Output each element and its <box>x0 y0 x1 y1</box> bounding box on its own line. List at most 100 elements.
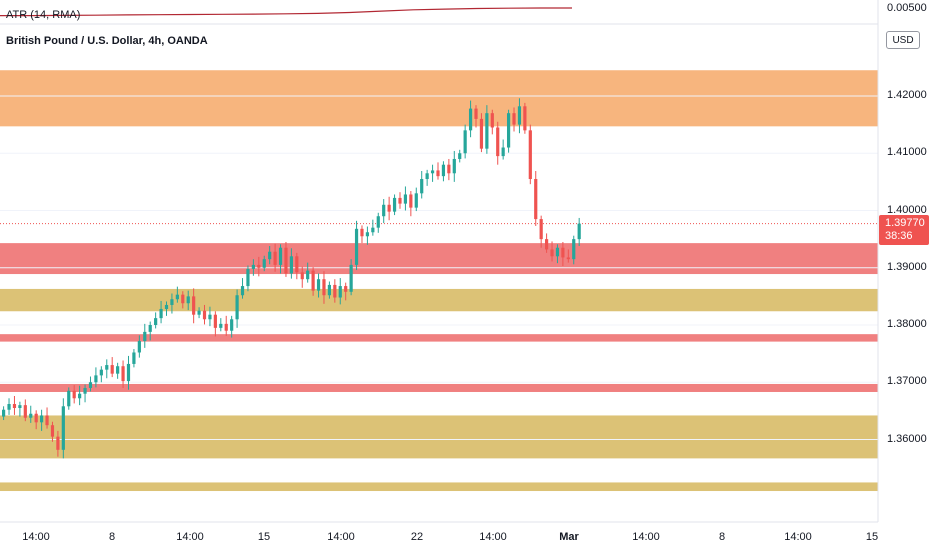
candle[interactable] <box>105 359 109 379</box>
candle[interactable] <box>441 161 446 182</box>
candle[interactable] <box>360 225 364 244</box>
candle[interactable] <box>34 410 38 430</box>
candle[interactable] <box>230 315 234 338</box>
atr-indicator-label[interactable]: ATR (14, RMA) <box>6 9 81 21</box>
tan-zone[interactable] <box>0 415 878 459</box>
candle[interactable] <box>289 248 293 279</box>
candle[interactable] <box>403 186 408 211</box>
candle[interactable] <box>208 306 212 327</box>
candle[interactable] <box>192 288 196 324</box>
candle[interactable] <box>436 162 440 180</box>
candle[interactable] <box>452 150 456 182</box>
candle[interactable] <box>56 430 60 457</box>
candle[interactable] <box>83 384 87 403</box>
candle[interactable] <box>387 196 391 221</box>
candle[interactable] <box>132 349 136 368</box>
candle[interactable] <box>284 241 288 277</box>
candle[interactable] <box>257 256 261 277</box>
candle[interactable] <box>485 105 489 154</box>
candle[interactable] <box>501 139 505 160</box>
red-zone[interactable] <box>0 383 878 392</box>
candle[interactable] <box>425 169 429 186</box>
candle[interactable] <box>333 279 337 303</box>
candle[interactable] <box>295 252 299 280</box>
candle[interactable] <box>354 220 359 271</box>
candle[interactable] <box>170 293 174 314</box>
symbol-label[interactable]: British Pound / U.S. Dollar, 4h, OANDA <box>6 35 208 47</box>
candle[interactable] <box>306 262 310 283</box>
candle[interactable] <box>2 406 6 421</box>
candle[interactable] <box>550 241 554 262</box>
candle[interactable] <box>7 398 11 415</box>
candle[interactable] <box>262 255 266 272</box>
candle[interactable] <box>278 244 283 274</box>
candle[interactable] <box>316 273 321 298</box>
candle[interactable] <box>300 266 304 288</box>
candle[interactable] <box>577 217 581 246</box>
candle[interactable] <box>572 235 576 265</box>
candle[interactable] <box>213 311 217 337</box>
candle[interactable] <box>50 421 55 442</box>
candle[interactable] <box>197 307 201 319</box>
candle[interactable] <box>12 395 17 415</box>
candle[interactable] <box>72 385 76 404</box>
candle[interactable] <box>512 107 516 132</box>
candle[interactable] <box>327 281 331 299</box>
candle[interactable] <box>382 199 386 224</box>
candle[interactable] <box>110 357 114 378</box>
candle[interactable] <box>528 124 532 185</box>
candle[interactable] <box>545 233 549 253</box>
candle[interactable] <box>67 387 71 410</box>
currency-button[interactable]: USD <box>886 31 920 49</box>
candle[interactable] <box>474 105 478 128</box>
candle[interactable] <box>523 102 527 134</box>
candle[interactable] <box>88 376 93 392</box>
candle[interactable] <box>181 291 185 309</box>
candle[interactable] <box>506 109 511 153</box>
candle[interactable] <box>539 215 543 248</box>
candle[interactable] <box>561 241 565 267</box>
candle[interactable] <box>420 170 424 199</box>
candle[interactable] <box>458 149 462 163</box>
candle[interactable] <box>392 194 397 216</box>
candle[interactable] <box>479 113 484 153</box>
candle[interactable] <box>376 212 380 233</box>
candle[interactable] <box>534 170 538 226</box>
candle[interactable] <box>322 271 326 304</box>
candle[interactable] <box>430 164 435 182</box>
candle[interactable] <box>61 398 65 459</box>
candle[interactable] <box>99 366 103 383</box>
red-zone[interactable] <box>0 334 878 342</box>
candle[interactable] <box>555 244 560 264</box>
candle[interactable] <box>78 385 82 406</box>
candle[interactable] <box>45 407 49 429</box>
candle[interactable] <box>235 289 239 328</box>
candle[interactable] <box>338 278 342 305</box>
candle[interactable] <box>224 315 228 336</box>
candle[interactable] <box>268 245 272 265</box>
candle[interactable] <box>40 409 44 431</box>
candle[interactable] <box>159 300 163 324</box>
candle[interactable] <box>463 124 467 159</box>
candle[interactable] <box>496 121 500 165</box>
tan-zone[interactable] <box>0 482 878 492</box>
candle[interactable] <box>447 158 451 181</box>
candle[interactable] <box>154 312 158 329</box>
candle[interactable] <box>414 187 418 212</box>
candle[interactable] <box>23 399 27 422</box>
candle[interactable] <box>409 191 413 217</box>
candle[interactable] <box>18 401 22 417</box>
candle[interactable] <box>365 226 370 245</box>
candle[interactable] <box>251 259 255 276</box>
candle[interactable] <box>246 265 250 292</box>
orange-zone[interactable] <box>0 70 878 127</box>
candle[interactable] <box>273 243 277 272</box>
candle[interactable] <box>371 219 375 236</box>
candle[interactable] <box>468 100 473 138</box>
candle[interactable] <box>137 335 141 358</box>
candle[interactable] <box>186 290 190 311</box>
candle[interactable] <box>219 318 223 332</box>
candle[interactable] <box>121 360 125 388</box>
candle[interactable] <box>164 301 169 316</box>
